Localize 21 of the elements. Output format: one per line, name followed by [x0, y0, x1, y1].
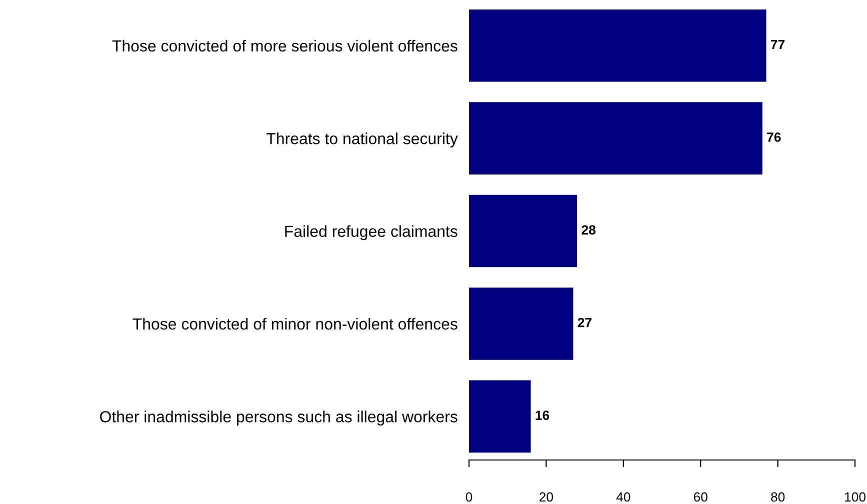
bar [469, 194, 578, 268]
x-tick-label: 60 [694, 492, 708, 502]
data-label: 27 [578, 318, 592, 328]
y-tick-label: Those convicted of more serious violent offences [112, 40, 458, 52]
bar [469, 380, 531, 453]
x-tick-label: 20 [540, 492, 554, 502]
x-tick-label: 80 [771, 492, 785, 502]
data-label: 77 [770, 40, 784, 50]
data-label: 16 [536, 410, 550, 420]
bar [469, 288, 574, 360]
y-tick-label: Failed refugee claimants [285, 225, 458, 240]
bar [469, 102, 762, 174]
x-tick-label: 0 [466, 492, 472, 502]
y-tick-label: Other inadmissible persons such as illegal workers [100, 410, 458, 426]
bar [469, 9, 766, 82]
x-tick-label: 100 [845, 492, 866, 502]
data-label: 28 [582, 225, 596, 235]
y-tick-label: Threats to national security [266, 132, 458, 148]
y-tick-label: Those convicted of minor non-violent offences [132, 318, 458, 330]
x-tick-label: 40 [616, 492, 630, 502]
data-label: 76 [767, 132, 781, 142]
